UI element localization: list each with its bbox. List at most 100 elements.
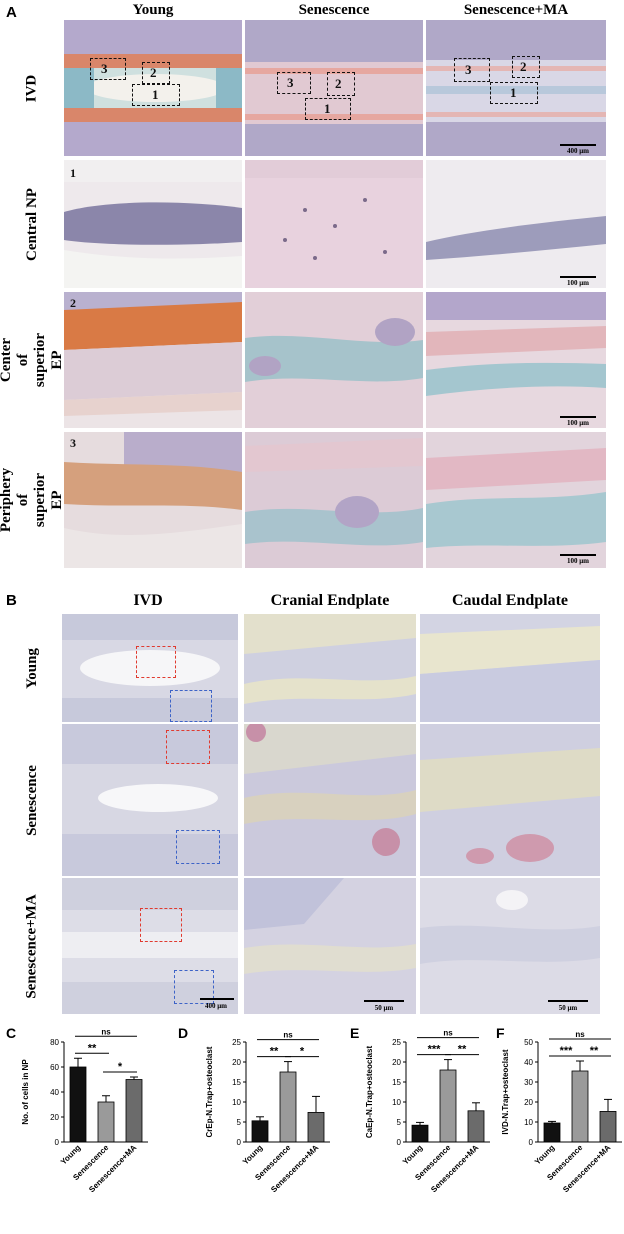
scale-bar-a-pep bbox=[560, 554, 596, 556]
chart-f-y-tick-label-1: 10 bbox=[524, 1118, 533, 1127]
panel-b-ivd-ma-image: 400 μm bbox=[62, 878, 238, 1014]
chart-c-panel-letter: C bbox=[6, 1025, 16, 1041]
box-label-3-ma: 3 bbox=[465, 62, 472, 77]
chart-f-x-label-2: Senescence+MA bbox=[561, 1143, 612, 1194]
panel-a-cep-young-image: 2 bbox=[64, 292, 242, 428]
row-label-ivd: IVD bbox=[23, 74, 40, 102]
chart-f-x-label-0: Young bbox=[533, 1143, 557, 1167]
chart-e-bar-0 bbox=[411, 1124, 429, 1143]
chart-d-y-tick-label-4: 20 bbox=[232, 1058, 241, 1067]
panel-a-row-center-ep: Center of superior EP bbox=[0, 292, 65, 428]
panel-a-pep-ma-image: 100 μm bbox=[426, 432, 606, 568]
chart-e-x-label-2: Senescence+MA bbox=[429, 1143, 480, 1194]
chart-f-y-tick-label-4: 40 bbox=[524, 1058, 533, 1067]
chart-f-significance-1: ** bbox=[590, 1045, 599, 1057]
panel-b-cranial-ma-image: 50 μm bbox=[244, 878, 416, 1014]
chart-c-y-label: No. of cells in NP bbox=[21, 1059, 30, 1125]
chart-e-y-tick-label-2: 10 bbox=[392, 1098, 401, 1107]
panel-a-ivd-ma-image: 3 2 1 400 μm bbox=[426, 20, 606, 156]
chart-f-bar-0 bbox=[543, 1122, 561, 1143]
box-2-senescence bbox=[327, 72, 355, 96]
chart-e-panel-letter: E bbox=[350, 1025, 359, 1041]
row-label-periphery-ep: Periphery of superior EP bbox=[0, 467, 65, 533]
panel-b-caudal-senescence-image bbox=[420, 724, 600, 876]
scale-bar-a-ivd bbox=[560, 144, 596, 146]
chart-d-x-label-2: Senescence+MA bbox=[269, 1143, 320, 1194]
chart-d-significance-2: ns bbox=[283, 1031, 293, 1040]
panel-b-caudal-ma-image: 50 μm bbox=[420, 878, 600, 1014]
chart-c-y-tick-label-1: 20 bbox=[50, 1113, 59, 1122]
box-label-2-senescence: 2 bbox=[335, 76, 342, 91]
chart-c-x-label-2: Senescence+MA bbox=[87, 1143, 138, 1194]
panel-a-np-young-image: 1 bbox=[64, 160, 242, 288]
row-label-central-np: Central NP bbox=[23, 187, 40, 261]
box-3-ma bbox=[454, 58, 490, 82]
panel-b-col-title-caudal: Caudal Endplate bbox=[451, 592, 569, 609]
scale-label-a-np: 100 μm bbox=[566, 279, 590, 287]
box-1-ma bbox=[490, 82, 538, 104]
box-label-3-young: 3 bbox=[101, 61, 108, 76]
row-label-b-young: Young bbox=[23, 647, 40, 689]
chart-c-significance-1: * bbox=[118, 1061, 123, 1073]
panel-a-cep-ma-image: 100 μm bbox=[426, 292, 606, 428]
chart-e-y-label: CaEp-N.Trap+osteoclast bbox=[365, 1046, 374, 1139]
chart-d-significance-1: * bbox=[300, 1046, 305, 1058]
box-2-young bbox=[142, 62, 170, 84]
chart-c-y-tick-label-0: 0 bbox=[55, 1138, 60, 1147]
scale-label-b-ivd: 400 μm bbox=[204, 1002, 228, 1010]
box-label-2-ma: 2 bbox=[520, 59, 527, 74]
red-box-senescence bbox=[166, 730, 210, 764]
chart-c-bar-2 bbox=[125, 1079, 143, 1143]
chart-d-y-tick-label-2: 10 bbox=[232, 1098, 241, 1107]
chart-e-bar-1 bbox=[439, 1069, 457, 1143]
scale-bar-b-caudal bbox=[548, 1000, 588, 1002]
chart-d-bar-0 bbox=[251, 1120, 269, 1143]
panel-a-row-ivd: IVD bbox=[4, 20, 60, 156]
panel-b-cranial-young-image bbox=[244, 614, 416, 722]
chart-e-y-tick-label-1: 5 bbox=[397, 1118, 402, 1127]
scale-bar-a-np bbox=[560, 276, 596, 278]
chart-d-y-label: CrEp-N.Trap+osteoclast bbox=[205, 1046, 214, 1137]
panel-a-col-title-senescence: Senescence bbox=[298, 2, 370, 18]
panel-b-row-young: Young bbox=[4, 614, 60, 722]
chart-c-bar-0 bbox=[69, 1066, 87, 1143]
box-label-2-young: 2 bbox=[150, 65, 157, 80]
panel-b-row-ma: Senescence+MA bbox=[4, 878, 60, 1014]
tile-number-1: 1 bbox=[70, 166, 76, 180]
chart-c-significance-0: ** bbox=[88, 1042, 97, 1054]
chart-e-y-tick-label-0: 0 bbox=[397, 1138, 402, 1147]
row-label-b-ma: Senescence+MA bbox=[23, 893, 40, 999]
chart-c-significance-2: ns bbox=[101, 1027, 111, 1036]
red-box-ma bbox=[140, 908, 182, 942]
chart-f-significance-0: *** bbox=[560, 1045, 574, 1057]
chart-f-y-tick-label-0: 0 bbox=[529, 1138, 534, 1147]
panel-a-row-central-np: Central NP bbox=[4, 160, 60, 288]
row-label-center-ep: Center of superior EP bbox=[0, 332, 65, 388]
box-label-1-young: 1 bbox=[152, 87, 159, 102]
chart-c-y-tick-label-4: 80 bbox=[50, 1038, 59, 1047]
tile-number-2: 2 bbox=[70, 296, 76, 310]
box-3-young bbox=[90, 58, 126, 80]
chart-e-y-tick-label-3: 15 bbox=[392, 1078, 401, 1087]
panel-b-ivd-young-image bbox=[62, 614, 238, 722]
panel-a-row-periphery-ep: Periphery of superior EP bbox=[0, 432, 65, 568]
chart-c-y-tick-label-2: 40 bbox=[50, 1088, 59, 1097]
panel-a-col-title-young: Young bbox=[132, 2, 174, 18]
scale-bar-b-ivd bbox=[200, 998, 234, 1000]
box-3-senescence bbox=[277, 72, 311, 94]
chart-e-significance-2: ns bbox=[443, 1029, 453, 1038]
chart-d-bar-1 bbox=[279, 1071, 297, 1143]
panel-a-cep-senescence-image bbox=[245, 292, 423, 428]
chart-f-y-tick-label-2: 20 bbox=[524, 1098, 533, 1107]
tile-number-3: 3 bbox=[70, 436, 76, 450]
chart-d-bar-2 bbox=[307, 1112, 325, 1143]
chart-f-y-tick-label-5: 50 bbox=[524, 1038, 533, 1047]
chart-e-x-label-0: Young bbox=[401, 1143, 425, 1167]
panel-b-ivd-senescence-image bbox=[62, 724, 238, 876]
chart-d-y-tick-label-3: 15 bbox=[232, 1078, 241, 1087]
panel-b-caudal-young-image bbox=[420, 614, 600, 722]
chart-c-x-label-0: Young bbox=[59, 1143, 83, 1167]
panel-a-ivd-senescence-image: 3 2 1 bbox=[245, 20, 423, 156]
red-box-young bbox=[136, 646, 176, 678]
box-2-ma bbox=[512, 56, 540, 78]
